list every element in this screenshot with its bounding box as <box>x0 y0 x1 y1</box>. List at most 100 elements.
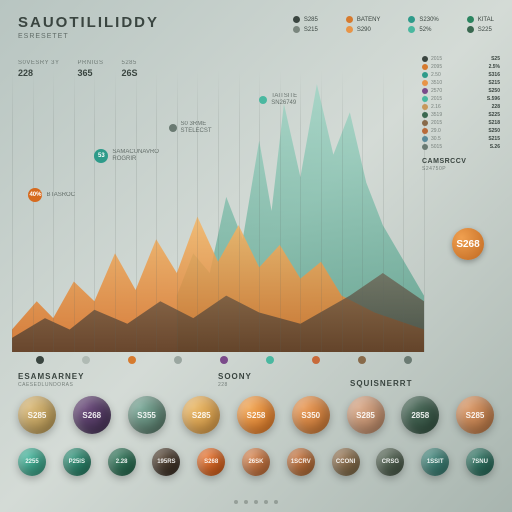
footer-pagination <box>234 500 278 504</box>
data-sphere: CRSG <box>376 448 404 476</box>
data-sphere: 2255 <box>18 448 46 476</box>
summary-badge: S268 <box>452 228 484 260</box>
grid-line <box>403 70 404 352</box>
data-sphere: 26SK <box>242 448 270 476</box>
data-sphere: S268 <box>197 448 225 476</box>
row-value: S250 <box>488 128 500 134</box>
grid-line <box>300 70 301 352</box>
grid-line <box>362 70 363 352</box>
axis-markers <box>36 356 412 364</box>
legend-item: KITAL <box>467 16 494 23</box>
legend-label: S230% <box>419 17 438 23</box>
grid-line <box>280 70 281 352</box>
pagination-dot <box>234 500 238 504</box>
legend-swatch <box>408 16 415 23</box>
right-data-panel: 2015S2520952.5%2.50S3163510S2152570S2502… <box>422 56 500 172</box>
summary-badge-value: S268 <box>456 239 479 250</box>
row-value: S215 <box>488 80 500 86</box>
data-sphere: S258 <box>237 396 275 434</box>
legend-item: S225 <box>467 26 494 33</box>
row-value: 228 <box>492 104 500 110</box>
data-sphere: S268 <box>73 396 111 434</box>
axis-marker-dot <box>174 356 182 364</box>
row-swatch <box>422 96 428 102</box>
row-label: 2015 <box>431 96 484 102</box>
chart-callout: TAITSITE SN26749 <box>259 93 321 107</box>
legend-label: S290 <box>357 27 371 33</box>
legend-item: 52% <box>408 26 438 33</box>
row-swatch <box>422 80 428 86</box>
sphere-row-small: 2255P25IS2.28195RSS26826SK1SCRVCCONICRSG… <box>18 448 494 476</box>
row-label: 3519 <box>431 112 485 118</box>
axis-marker-dot <box>128 356 136 364</box>
data-sphere: S285 <box>347 396 385 434</box>
legend-item: S230% <box>408 16 438 23</box>
grid-line <box>156 70 157 352</box>
data-row: 2.16228 <box>422 104 500 110</box>
grid-line <box>12 70 13 352</box>
legend-item: BATENY <box>346 16 381 23</box>
data-row: 2.50S316 <box>422 72 500 78</box>
grid-line <box>136 70 137 352</box>
callout-text: SAMACUNAVRO ROGRIR <box>112 149 162 163</box>
pagination-dot <box>264 500 268 504</box>
row-swatch <box>422 136 428 142</box>
section-label-right: SQUISNERRT <box>350 379 412 388</box>
data-row: 2015S218 <box>422 120 500 126</box>
page-subtitle: ESRESETET <box>18 33 159 40</box>
data-sphere: 2.28 <box>108 448 136 476</box>
chart-callout: 53 SAMACUNAVRO ROGRIR <box>94 149 162 163</box>
legend-label: S285 <box>304 17 318 23</box>
row-label: 2.50 <box>431 72 485 78</box>
row-swatch <box>422 112 428 118</box>
legend-top: S285 S215 BATENY S290 S230% 52% KITAL S225 <box>293 16 494 33</box>
legend-label: S225 <box>478 27 492 33</box>
callout-text: S0 3RME STELECST <box>181 121 231 135</box>
grid-line <box>33 70 34 352</box>
data-sphere: 1SCRV <box>287 448 315 476</box>
callout-badge: 53 <box>94 149 108 163</box>
row-swatch <box>422 88 428 94</box>
row-swatch <box>422 120 428 126</box>
callout-dot <box>169 124 177 132</box>
data-row: 3510S215 <box>422 80 500 86</box>
row-swatch <box>422 128 428 134</box>
grid-line <box>342 70 343 352</box>
row-label: 29.0 <box>431 128 485 134</box>
legend-swatch <box>346 16 353 23</box>
legend-label: S215 <box>304 27 318 33</box>
callout-dot <box>259 96 267 104</box>
row-label: 30.5 <box>431 136 485 142</box>
callout-text: BTASROC <box>46 192 75 199</box>
sphere-row-large: S285S268S355S285S258S350S2852858S285 <box>18 396 494 434</box>
grid-line <box>197 70 198 352</box>
row-swatch <box>422 72 428 78</box>
section-label-left: ESAMSARNEY CAESEDLUNDORAS <box>18 372 84 388</box>
data-row: 2570S250 <box>422 88 500 94</box>
title-block: SAUOTILILIDDY ESRESETET <box>18 14 159 40</box>
data-sphere: S285 <box>182 396 220 434</box>
row-swatch <box>422 64 428 70</box>
row-value: S215 <box>488 136 500 142</box>
row-value: 2.5% <box>489 64 500 70</box>
row-value: S25 <box>491 56 500 62</box>
grid-line <box>74 70 75 352</box>
data-row: 2015S.596 <box>422 96 500 102</box>
axis-marker-dot <box>312 356 320 364</box>
legend-item: S290 <box>346 26 381 33</box>
grid-line <box>53 70 54 352</box>
data-sphere: CCONI <box>332 448 360 476</box>
row-label: 2095 <box>431 64 486 70</box>
data-sphere: S285 <box>456 396 494 434</box>
grid-line <box>259 70 260 352</box>
axis-marker-dot <box>266 356 274 364</box>
data-sphere: S355 <box>128 396 166 434</box>
row-swatch <box>422 104 428 110</box>
row-label: 2015 <box>431 56 488 62</box>
axis-marker-dot <box>36 356 44 364</box>
row-swatch <box>422 144 428 150</box>
page-title: SAUOTILILIDDY <box>18 14 159 31</box>
data-sphere: 2858 <box>401 396 439 434</box>
data-sphere: S350 <box>292 396 330 434</box>
legend-item: S285 <box>293 16 318 23</box>
